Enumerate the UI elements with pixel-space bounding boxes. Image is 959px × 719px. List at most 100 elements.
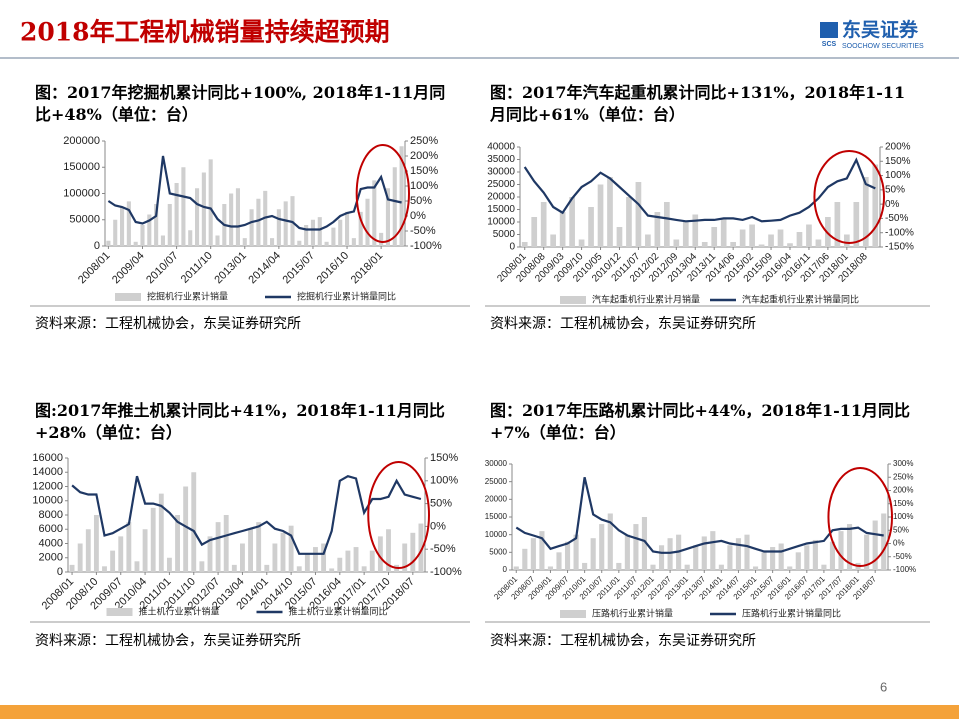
y2-tick-label: 0% bbox=[410, 210, 426, 222]
bar bbox=[242, 238, 247, 246]
y-tick-label: 0 bbox=[503, 565, 508, 574]
y2-tick-label: 100% bbox=[410, 180, 438, 192]
bar bbox=[864, 534, 870, 570]
bar bbox=[599, 524, 605, 570]
line bbox=[523, 157, 876, 223]
bar bbox=[272, 543, 278, 572]
bar bbox=[862, 177, 869, 247]
bar bbox=[590, 538, 596, 570]
bar bbox=[768, 234, 774, 247]
bar bbox=[812, 539, 818, 570]
bar bbox=[208, 159, 213, 246]
bar bbox=[304, 225, 309, 246]
bar bbox=[693, 545, 699, 570]
bar bbox=[304, 554, 310, 572]
bar bbox=[522, 548, 528, 570]
y2-tick-label: 150% bbox=[430, 452, 458, 464]
slide-title: 2018年工程机械销量持续超预期 bbox=[20, 18, 390, 47]
legend-swatch bbox=[560, 610, 586, 618]
bar bbox=[175, 515, 180, 572]
bar bbox=[872, 164, 879, 247]
y2-tick-label: 50% bbox=[410, 195, 432, 207]
y2-tick-label: -50% bbox=[410, 225, 436, 237]
bar bbox=[521, 242, 528, 247]
y-tick-label: 16000 bbox=[32, 452, 63, 464]
y-tick-label: 25000 bbox=[487, 179, 515, 190]
bar bbox=[345, 211, 350, 246]
legend-label: 压路机行业累计销量同比 bbox=[742, 608, 841, 620]
bar bbox=[556, 552, 562, 570]
bar bbox=[539, 531, 545, 570]
y-tick-label: 12000 bbox=[32, 480, 63, 492]
x-tick-label: 2016/10 bbox=[315, 250, 352, 287]
bar bbox=[85, 529, 91, 572]
y2-tick-label: -50% bbox=[430, 543, 456, 555]
x-tick-label: 2008/01 bbox=[76, 250, 113, 287]
bar bbox=[369, 550, 375, 572]
y-tick-label: 5000 bbox=[489, 547, 507, 556]
legend-label: 推土机行业累计销量 bbox=[139, 606, 220, 618]
bar bbox=[804, 545, 810, 570]
y2-tick-label: 150% bbox=[410, 165, 438, 177]
bar bbox=[761, 552, 767, 570]
bar bbox=[641, 517, 648, 570]
bar bbox=[199, 561, 205, 572]
y2-tick-label: -100% bbox=[893, 565, 916, 574]
y-tick-label: 10000 bbox=[485, 530, 508, 539]
bar bbox=[158, 493, 164, 572]
bar bbox=[113, 219, 118, 246]
bar bbox=[337, 557, 343, 572]
bar bbox=[399, 146, 404, 246]
bar bbox=[569, 197, 575, 247]
y2-tick-label: 50% bbox=[430, 498, 452, 510]
legend-label: 汽车起重机行业累计月销量 bbox=[592, 294, 700, 306]
bar bbox=[338, 219, 343, 246]
bar bbox=[133, 241, 138, 246]
highlight bbox=[813, 150, 885, 244]
bar bbox=[297, 240, 302, 246]
y2-tick-label: 0% bbox=[893, 539, 905, 548]
y-tick-label: 50000 bbox=[69, 214, 100, 226]
bar bbox=[752, 566, 759, 570]
bar bbox=[650, 564, 656, 570]
bar bbox=[682, 222, 689, 247]
bar bbox=[77, 543, 83, 572]
bar bbox=[93, 515, 99, 572]
y-tick-label: 10000 bbox=[487, 217, 515, 228]
x-tick-label: 2014/04 bbox=[246, 250, 283, 287]
y-tick-label: 15000 bbox=[485, 512, 508, 521]
bar bbox=[69, 564, 75, 572]
x-tick-label: 2015/07 bbox=[281, 250, 318, 287]
bar bbox=[787, 566, 793, 570]
bar bbox=[249, 209, 254, 246]
bar bbox=[280, 532, 286, 572]
chart-source: 资料来源：工程机械协会，东吴证券研究所 bbox=[490, 633, 756, 649]
logo-sub: SOOCHOW SECURITIES bbox=[842, 43, 924, 50]
bar bbox=[795, 552, 801, 570]
bar bbox=[181, 167, 186, 246]
bar bbox=[283, 201, 288, 246]
bar bbox=[749, 224, 755, 247]
line bbox=[107, 155, 402, 231]
bar bbox=[351, 238, 356, 246]
y2-tick-label: 100% bbox=[885, 170, 911, 181]
bar bbox=[547, 566, 554, 570]
bar bbox=[215, 522, 221, 572]
bar bbox=[377, 536, 383, 572]
bar bbox=[140, 225, 145, 246]
bar bbox=[195, 188, 200, 246]
bar bbox=[410, 532, 416, 572]
bar bbox=[229, 193, 234, 246]
bar bbox=[787, 243, 793, 247]
bar bbox=[616, 562, 622, 570]
bar bbox=[126, 522, 132, 572]
bar bbox=[853, 202, 860, 247]
bar bbox=[821, 564, 827, 570]
bar bbox=[310, 219, 315, 246]
bar bbox=[329, 568, 335, 572]
bar bbox=[626, 197, 632, 247]
x-tick-label: 2018/01 bbox=[349, 250, 386, 287]
legend-swatch bbox=[106, 608, 133, 616]
bar bbox=[276, 209, 281, 246]
